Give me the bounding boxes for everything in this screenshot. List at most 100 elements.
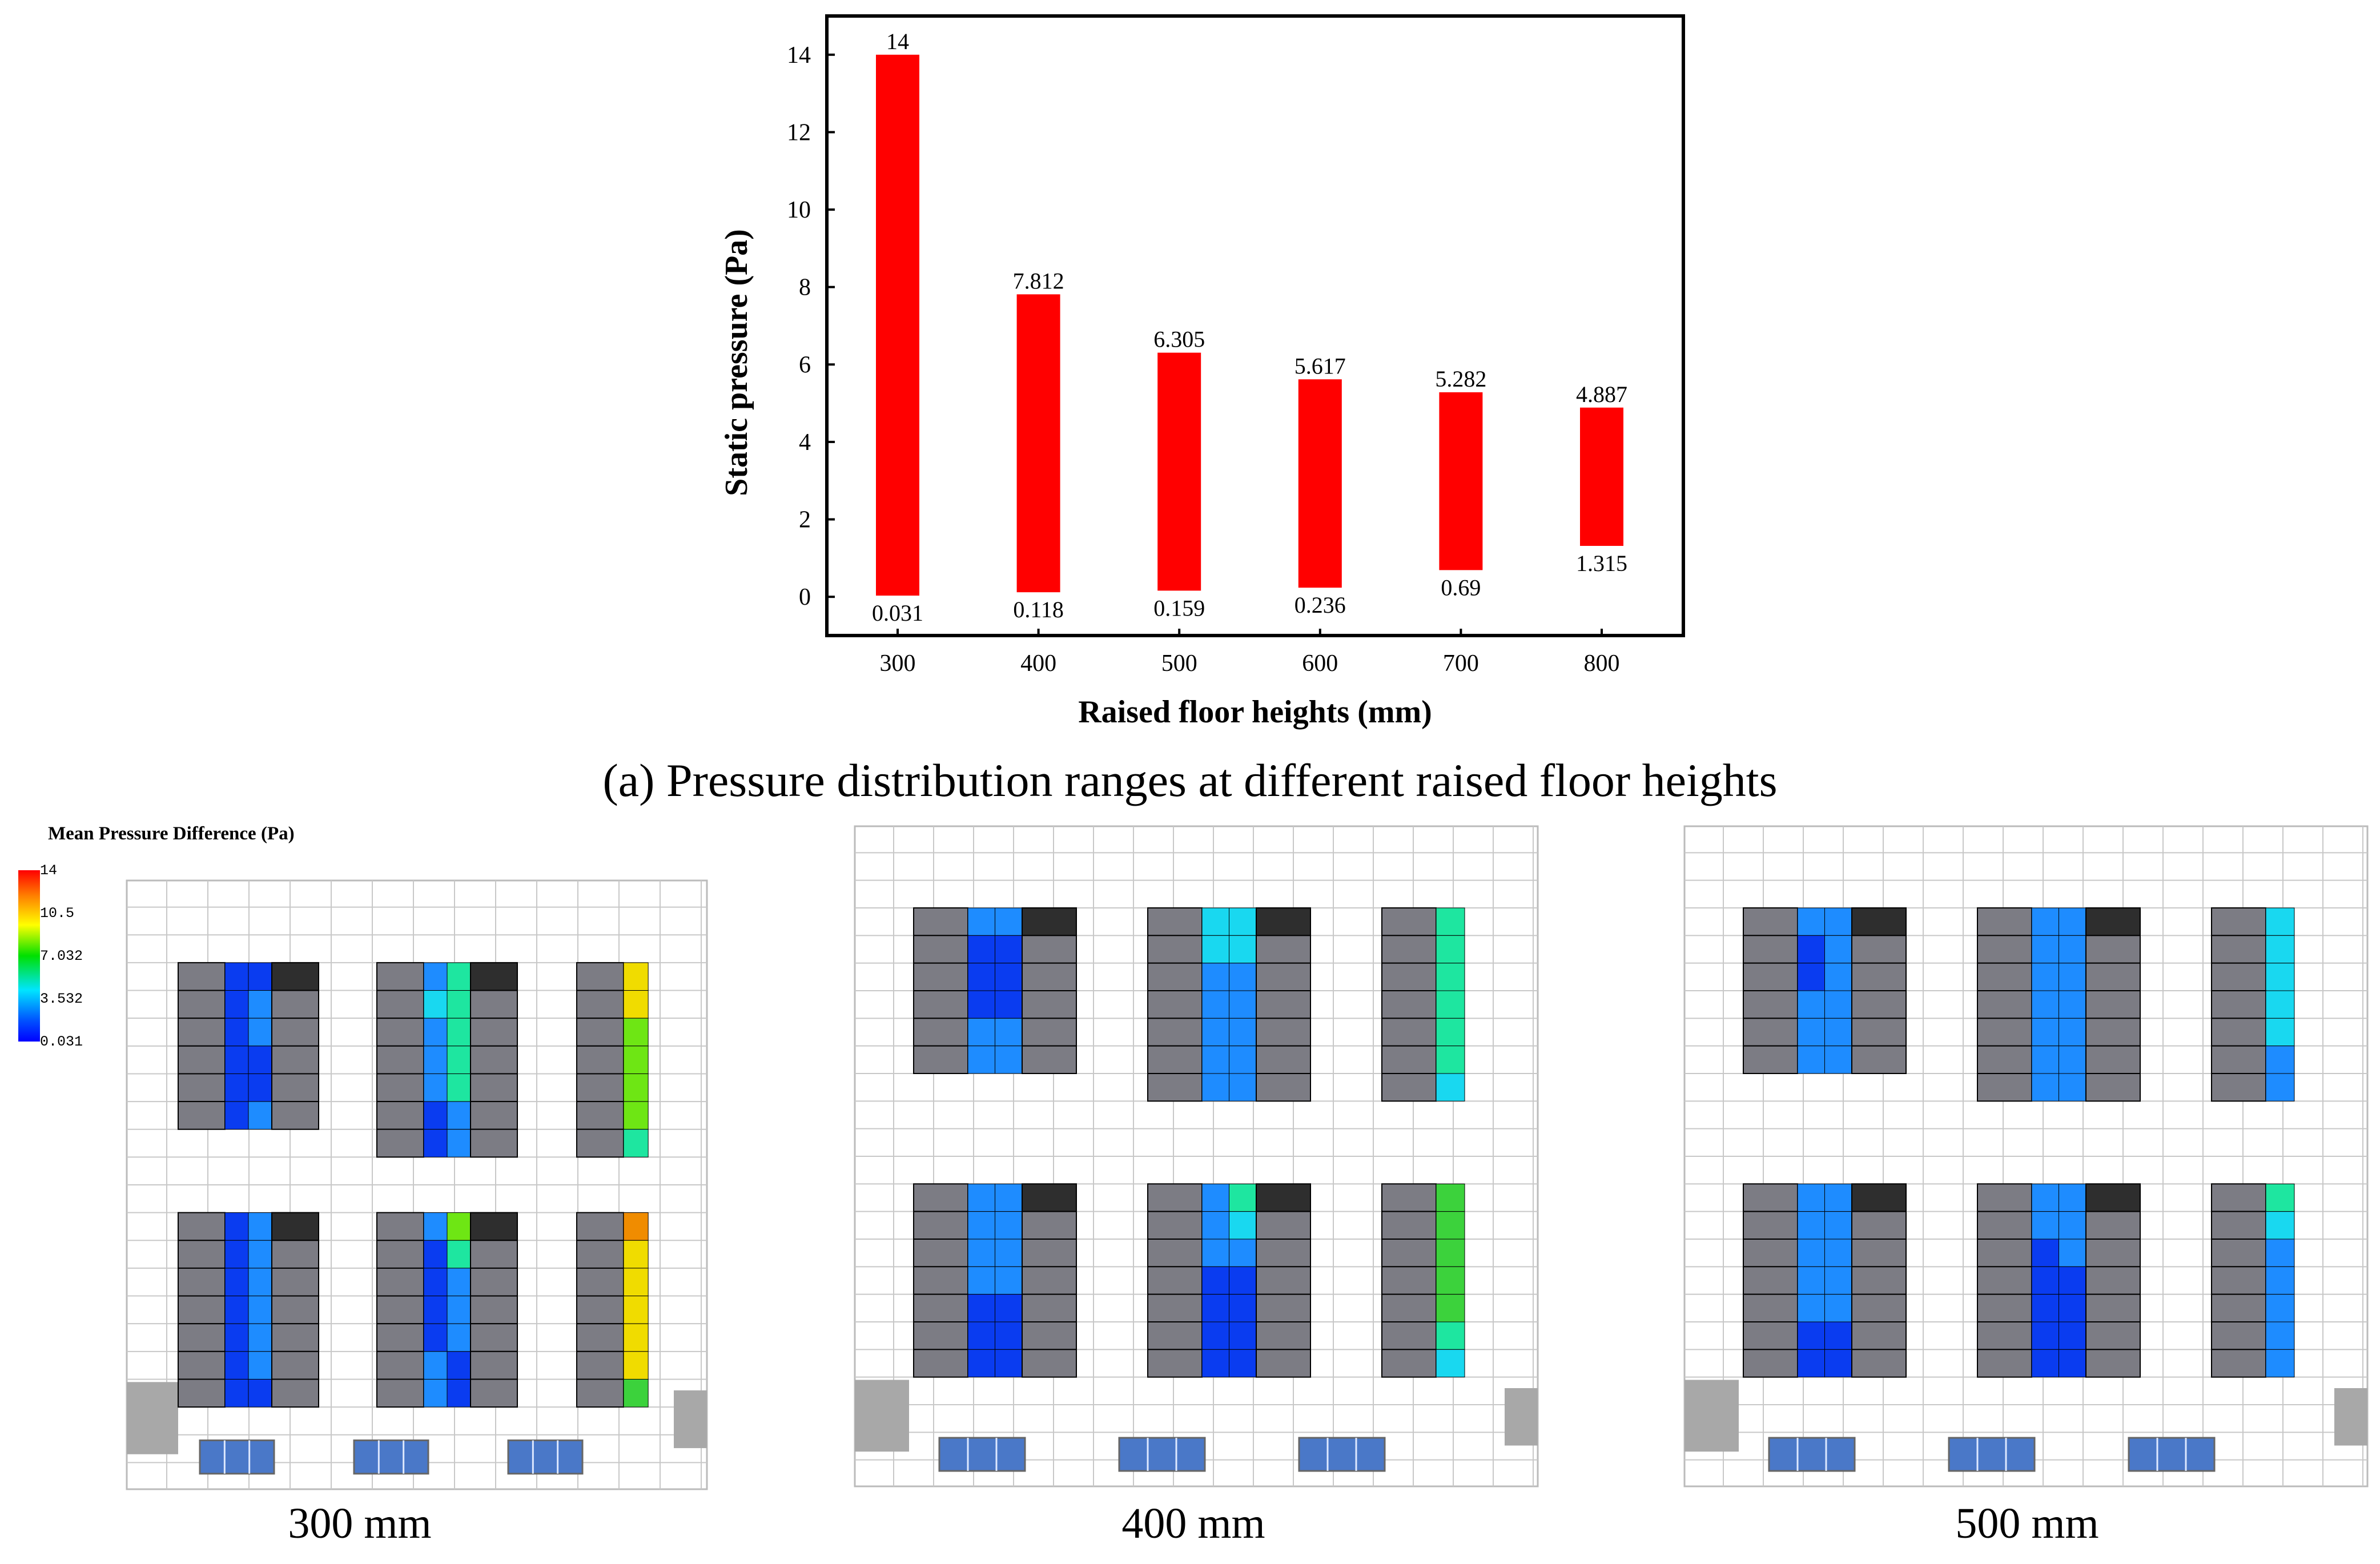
rack-cell xyxy=(376,1128,424,1158)
rack-cell xyxy=(1022,1321,1077,1350)
bar-min-label: 0.031 xyxy=(872,600,923,626)
x-axis-ticks: 300 400 500 600 700 800 xyxy=(880,629,1620,677)
pressure-cell xyxy=(224,1212,249,1241)
pressure-cell xyxy=(1797,1321,1825,1350)
rack-cell xyxy=(2211,1239,2266,1268)
pressure-cell xyxy=(1436,963,1465,991)
rack-cell xyxy=(1256,1321,1311,1350)
rack-cell xyxy=(2085,1045,2141,1074)
rack-cell xyxy=(1743,1211,1798,1240)
pressure-cell xyxy=(2031,1349,2059,1378)
rack-cell xyxy=(178,1018,226,1047)
pressure-cell xyxy=(995,1046,1023,1074)
rack-cell xyxy=(2211,1266,2266,1295)
bar-min-label: 0.118 xyxy=(1013,597,1064,622)
rack-cell xyxy=(1851,1211,1907,1240)
rack-cell xyxy=(1381,990,1437,1019)
pressure-cell xyxy=(2059,1294,2086,1322)
rack-cell xyxy=(376,1073,424,1103)
pressure-cell xyxy=(2031,1073,2059,1101)
pressure-cell xyxy=(1229,1239,1257,1267)
pressure-cell xyxy=(1201,1294,1229,1322)
pressure-cell xyxy=(2265,990,2295,1019)
pressure-cell xyxy=(1229,935,1257,964)
rack-cell xyxy=(1256,1045,1311,1074)
rack-cell xyxy=(1147,1073,1203,1102)
rack-cell xyxy=(1977,1293,2032,1323)
pressure-cell xyxy=(248,962,272,991)
rack-cell xyxy=(1851,990,1907,1019)
pressure-cell xyxy=(248,990,272,1019)
pressure-cell xyxy=(623,1129,649,1157)
rack-cell xyxy=(376,990,424,1019)
pressure-cell xyxy=(2031,1211,2059,1240)
pressure-cell xyxy=(2265,935,2295,964)
rack-cell xyxy=(1381,1266,1437,1295)
pressure-cell xyxy=(248,1268,272,1297)
rack-cell xyxy=(271,962,319,991)
pressure-cell xyxy=(967,1211,995,1240)
x-tick-label: 600 xyxy=(1302,650,1338,677)
rack-cell xyxy=(271,1045,319,1075)
pressure-cell xyxy=(2059,990,2086,1019)
pressure-cell xyxy=(995,963,1023,991)
rack-cell xyxy=(2085,1293,2141,1323)
rack-cell xyxy=(271,1350,319,1380)
floor-panel-500mm xyxy=(1683,825,2369,1487)
vent-tile xyxy=(353,1439,429,1475)
vent-tile-body xyxy=(1118,1437,1206,1472)
pressure-cell xyxy=(423,1323,448,1352)
pressure-cell xyxy=(1229,1183,1257,1212)
pressure-cell xyxy=(1797,1046,1825,1074)
rack-cell xyxy=(1381,962,1437,992)
pressure-cell xyxy=(1824,1239,1852,1267)
rack-cell xyxy=(1977,1349,2032,1378)
rack-cell xyxy=(1851,962,1907,992)
vent-tile-body xyxy=(2128,1437,2216,1472)
rack-cell xyxy=(1381,1211,1437,1240)
rack-cell xyxy=(376,1378,424,1408)
vent-tile-body xyxy=(1298,1437,1386,1472)
pressure-cell xyxy=(2031,935,2059,964)
rack-group xyxy=(2211,1183,2295,1378)
pressure-cell xyxy=(623,1378,649,1408)
pressure-cell xyxy=(2031,1046,2059,1074)
rack-cell xyxy=(178,1212,226,1241)
pressure-cell xyxy=(2265,1073,2295,1101)
vent-tile xyxy=(1948,1437,2036,1472)
rack-cell xyxy=(1147,1183,1203,1212)
rack-cell xyxy=(271,1212,319,1241)
rack-cell xyxy=(1256,1183,1311,1212)
rack-cell xyxy=(1256,990,1311,1019)
rack-cell xyxy=(2085,1211,2141,1240)
crac-unit-right xyxy=(1505,1388,1538,1446)
rack-cell xyxy=(1977,990,2032,1019)
rack-cell xyxy=(1743,1239,1798,1268)
rack-cell xyxy=(1851,935,1907,964)
rack-cell xyxy=(271,1267,319,1297)
pressure-cell xyxy=(2031,963,2059,991)
rack-cell xyxy=(2211,1211,2266,1240)
rack-cell xyxy=(470,1073,518,1103)
rack-cell xyxy=(1743,935,1798,964)
pressure-cell xyxy=(995,1321,1023,1350)
bar xyxy=(1439,392,1483,570)
rack-cell xyxy=(913,1183,968,1212)
rack-cell xyxy=(2211,990,2266,1019)
rack-cell xyxy=(1022,907,1077,936)
rack-cell xyxy=(1743,1183,1798,1212)
rack-cell xyxy=(1851,1349,1907,1378)
pressure-cell xyxy=(967,935,995,964)
rack-cell xyxy=(2211,1293,2266,1323)
pressure-cell xyxy=(623,962,649,991)
pressure-cell xyxy=(224,1101,249,1130)
rack-cell xyxy=(1743,1045,1798,1074)
rack-cell xyxy=(470,990,518,1019)
rack-group xyxy=(1381,1183,1465,1378)
rack-cell xyxy=(2085,1349,2141,1378)
rack-cell xyxy=(1256,1018,1311,1047)
rack-cell xyxy=(178,1073,226,1103)
pressure-cell xyxy=(967,907,995,936)
rack-cell xyxy=(1977,1018,2032,1047)
floor-panel-300mm xyxy=(126,879,708,1490)
